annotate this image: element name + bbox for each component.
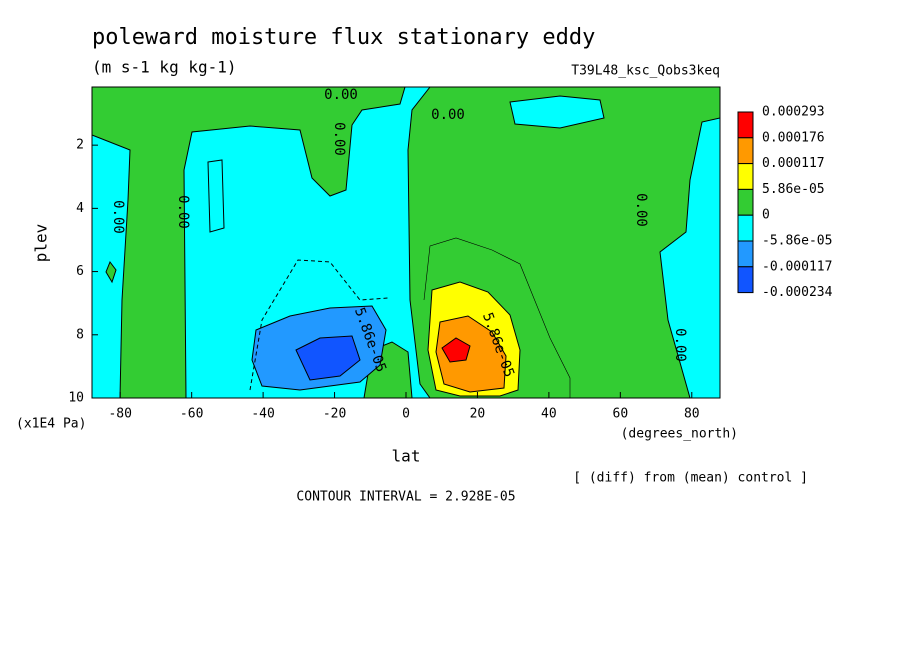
legend-swatch <box>737 240 754 268</box>
contour-label: 0.00 <box>633 193 649 227</box>
x-tick-label: 0 <box>402 407 410 422</box>
legend-label: -5.86e-05 <box>762 234 832 249</box>
contour-field <box>91 86 721 399</box>
y-unit-label: (x1E4 Pa) <box>16 417 86 432</box>
contour-region <box>91 86 406 399</box>
y-tick-label: 8 <box>76 327 84 342</box>
contour-region <box>435 315 507 393</box>
contour-region <box>509 95 605 129</box>
x-tick-label: 20 <box>470 407 486 422</box>
legend-label: -0.000234 <box>762 285 833 300</box>
legend-label: 0 <box>762 208 770 223</box>
legend-label: 0.000117 <box>762 156 825 171</box>
y-tick-label: 10 <box>68 391 84 406</box>
y-tick-label: 4 <box>76 201 84 216</box>
contour-region <box>105 260 117 284</box>
x-unit-label: (degrees_north) <box>621 427 738 442</box>
contour-label: 0.00 <box>324 87 358 103</box>
contour-region <box>295 335 361 381</box>
contour-label: 0.00 <box>431 107 465 123</box>
contour-region <box>441 337 471 363</box>
legend-swatch <box>737 188 754 216</box>
contour-label: 0.00 <box>110 200 126 234</box>
contour-line <box>423 237 571 398</box>
x-tick-label: -20 <box>323 407 346 422</box>
legend-swatch <box>737 214 754 242</box>
x-tick-label: -60 <box>180 407 203 422</box>
y-axis-label: plev <box>32 224 51 263</box>
legend-label: 5.86e-05 <box>762 182 825 197</box>
x-tick-label: -40 <box>251 407 274 422</box>
legend-swatch <box>737 137 754 165</box>
contour-interval: CONTOUR INTERVAL = 2.928E-05 <box>296 490 515 505</box>
y-tick-label: 6 <box>76 264 84 279</box>
chart-title: poleward moisture flux stationary eddy <box>92 25 595 50</box>
y-tick-label: 2 <box>76 138 84 153</box>
legend-label: 0.000293 <box>762 105 825 120</box>
contour-region <box>207 159 225 233</box>
legend-swatch <box>737 163 754 190</box>
contour-label: 0.00 <box>331 122 347 156</box>
x-tick-label: 60 <box>613 407 629 422</box>
contour-label: 0.00 <box>175 195 191 229</box>
legend-label: 0.000176 <box>762 130 825 145</box>
x-axis-label: lat <box>392 447 421 466</box>
legend-swatch <box>737 111 754 139</box>
note: [ (diff) from (mean) control ] <box>573 471 808 486</box>
run-label: T39L48_ksc_Qobs3keq <box>571 64 720 79</box>
contour-line <box>249 259 389 391</box>
contour-label: 0.00 <box>672 328 688 362</box>
legend-label: -0.000117 <box>762 259 832 274</box>
legend-swatch <box>737 266 754 294</box>
x-tick-label: 80 <box>684 407 700 422</box>
x-tick-label: 40 <box>541 407 557 422</box>
chart-subtitle: (m s-1 kg kg-1) <box>92 58 237 77</box>
x-tick-label: -80 <box>108 407 131 422</box>
